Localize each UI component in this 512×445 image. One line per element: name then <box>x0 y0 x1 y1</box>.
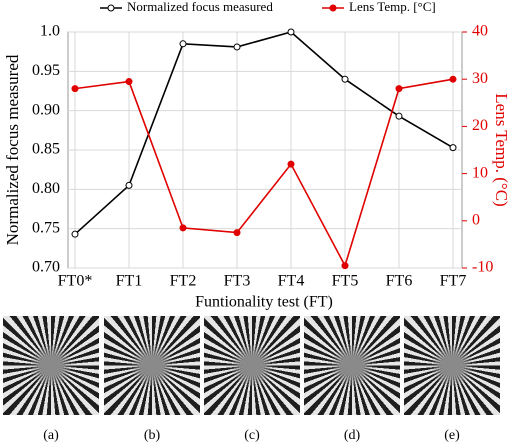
y2-tick-label: 0 <box>472 211 480 228</box>
y2-tick-label: 20 <box>472 117 488 134</box>
data-point <box>341 262 349 270</box>
x-tick-label: FT5 <box>332 273 359 290</box>
data-point <box>233 229 241 237</box>
legend-marker <box>107 4 115 12</box>
legend-label: Normalized focus measured <box>127 0 273 14</box>
series-line <box>74 31 454 235</box>
panel-label: (a) <box>43 428 59 443</box>
panel-label: (e) <box>444 428 460 443</box>
data-point <box>233 43 241 51</box>
data-point <box>179 224 187 232</box>
legend-marker <box>329 4 337 12</box>
data-point <box>71 230 79 238</box>
image <box>3 316 99 415</box>
x-tick-label: FT0* <box>58 273 93 290</box>
panel-label: (d) <box>344 428 361 443</box>
data-point <box>341 75 349 83</box>
data-point <box>395 112 403 120</box>
image <box>204 316 300 415</box>
y-axis-title: Normalized focus measured <box>3 54 22 245</box>
data-point <box>449 144 457 152</box>
image <box>304 316 400 415</box>
y-tick-label: 1.0 <box>40 23 60 40</box>
data-point <box>125 181 133 189</box>
y2-tick-label: 30 <box>472 70 488 87</box>
y-tick-label: 0.95 <box>32 62 60 79</box>
legend-label: Lens Temp. [°C] <box>349 0 436 14</box>
y2-tick-label: 40 <box>472 23 488 40</box>
data-point <box>71 85 79 93</box>
x-tick-label: FT6 <box>386 273 413 290</box>
x-tick-label: FT4 <box>278 273 305 290</box>
y-tick-label: 0.75 <box>32 219 60 236</box>
y2-tick-label: 10 <box>472 164 488 181</box>
x-axis-title: Funtionality test (FT) <box>195 294 333 311</box>
data-point <box>179 40 187 48</box>
data-point <box>395 85 403 93</box>
series-line <box>74 78 454 268</box>
x-tick-label: FT7 <box>440 273 467 290</box>
x-tick-label: FT1 <box>116 273 143 290</box>
y-tick-label: 0.80 <box>32 180 60 197</box>
panel-label: (b) <box>144 428 161 443</box>
panel-label: (c) <box>244 428 260 443</box>
y2-tick-label: -10 <box>472 259 493 276</box>
data-point <box>287 28 295 36</box>
y-tick-label: 0.90 <box>32 101 60 118</box>
image <box>104 316 200 415</box>
data-point <box>125 78 133 86</box>
y2-axis-title: Lens Temp. (°C) <box>492 93 511 206</box>
image <box>404 316 500 415</box>
y-tick-label: 0.70 <box>32 259 60 276</box>
data-point <box>449 75 457 83</box>
data-point <box>287 160 295 168</box>
x-tick-label: FT2 <box>170 273 197 290</box>
x-tick-label: FT3 <box>224 273 251 290</box>
y-tick-label: 0.85 <box>32 141 60 158</box>
